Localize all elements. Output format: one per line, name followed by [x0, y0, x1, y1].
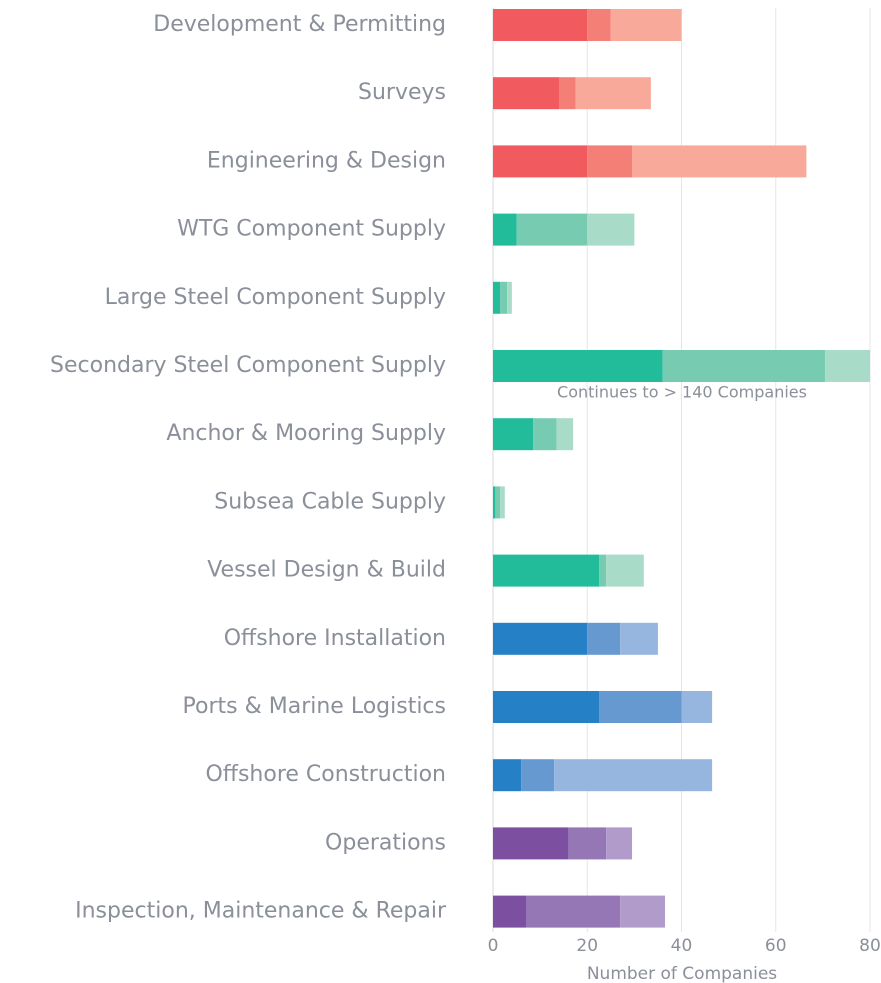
bar-segment	[554, 759, 713, 792]
bar-segment	[493, 9, 588, 41]
x-tick-label: 0	[488, 936, 499, 956]
bar-segment	[587, 145, 633, 178]
annotation: Continues to > 140 Companies	[557, 383, 807, 402]
bar-segment	[610, 9, 682, 41]
category-label: Large Steel Component Supply	[105, 285, 446, 310]
category-label: Engineering & Design	[207, 148, 446, 173]
bar-segment	[500, 486, 505, 519]
bar-segment	[681, 691, 713, 723]
category-label: Surveys	[358, 80, 446, 105]
category-label: Offshore Installation	[224, 626, 446, 651]
bar-segment	[493, 827, 569, 860]
bar-segment	[493, 554, 600, 587]
bar-segment	[575, 77, 651, 110]
bar-segment	[516, 213, 588, 246]
bar-segment	[556, 418, 574, 451]
category-label: Anchor & Mooring Supply	[166, 421, 446, 446]
x-tick-label: 40	[671, 936, 693, 956]
bar-segment	[599, 691, 682, 723]
bar-segment	[568, 827, 607, 860]
category-label: Subsea Cable Supply	[214, 489, 446, 514]
bar-segment	[587, 9, 611, 41]
bar-segment	[493, 691, 600, 723]
category-label: WTG Component Supply	[177, 217, 446, 242]
x-axis-title: Number of Companies	[587, 964, 777, 983]
bar-segment	[620, 622, 658, 655]
bar-segment	[662, 350, 826, 382]
bar-segment	[493, 895, 526, 928]
category-label: Operations	[325, 830, 446, 855]
bar-segment	[620, 895, 666, 928]
bar-segment	[493, 759, 522, 792]
bar-segment	[587, 213, 635, 246]
bar-segment	[493, 418, 534, 451]
bar-segment	[500, 281, 508, 314]
bar-segment	[493, 622, 588, 655]
bar-segment	[495, 486, 501, 519]
bar-segment	[507, 281, 512, 314]
bar-segment	[493, 281, 501, 314]
bar-segment	[493, 350, 663, 382]
category-label: Ports & Marine Logistics	[183, 694, 446, 719]
bar-segment	[493, 145, 588, 178]
x-tick-label: 60	[765, 936, 787, 956]
bar-segment	[632, 145, 807, 178]
bar-segment	[493, 213, 517, 246]
category-label: Development & Permitting	[153, 12, 446, 37]
x-tick-label: 80	[859, 936, 881, 956]
x-tick-label: 20	[576, 936, 598, 956]
category-label: Secondary Steel Component Supply	[50, 353, 446, 378]
category-label: Inspection, Maintenance & Repair	[75, 899, 447, 924]
bar-segment	[606, 827, 633, 860]
bar-segment	[521, 759, 555, 792]
bar-segment	[525, 895, 621, 928]
bar-segment	[558, 77, 576, 110]
bar-segment	[599, 554, 607, 587]
bar-segment	[825, 350, 870, 382]
bar-segment	[533, 418, 557, 451]
bar-segment	[587, 622, 621, 655]
bar-segment	[606, 554, 644, 587]
bar-segment	[493, 77, 559, 110]
bar-segment	[493, 486, 496, 519]
category-label: Vessel Design & Build	[207, 558, 446, 583]
category-label: Offshore Construction	[205, 762, 446, 787]
